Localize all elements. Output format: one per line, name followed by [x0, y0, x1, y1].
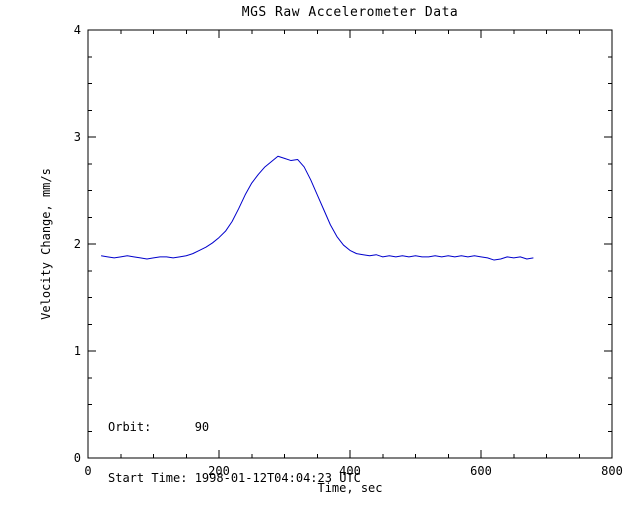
y-tick-label: 4 — [74, 23, 81, 37]
x-tick-label: 0 — [84, 464, 91, 478]
y-tick-label: 3 — [74, 130, 81, 144]
x-axis-label: Time, sec — [317, 481, 383, 495]
y-tick-label: 2 — [74, 237, 81, 251]
annotation-block: Orbit: 90 Start Time: 1998-01-12T04:04:2… — [108, 385, 361, 512]
y-tick-label: 0 — [74, 451, 81, 465]
chart-title: MGS Raw Accelerometer Data — [241, 5, 459, 20]
x-tick-label: 800 — [601, 464, 623, 478]
x-tick-label: 200 — [208, 464, 230, 478]
x-tick-label: 400 — [339, 464, 361, 478]
annotation-start-time: Start Time: 1998-01-12T04:04:23 UTC — [108, 471, 361, 485]
annotation-orbit: Orbit: 90 — [108, 420, 210, 434]
velocity-change-line — [101, 155, 534, 261]
y-tick-label: 1 — [74, 344, 81, 358]
x-tick-label: 600 — [470, 464, 492, 478]
y-axis-label: Velocity Change, mm/s — [39, 168, 53, 320]
